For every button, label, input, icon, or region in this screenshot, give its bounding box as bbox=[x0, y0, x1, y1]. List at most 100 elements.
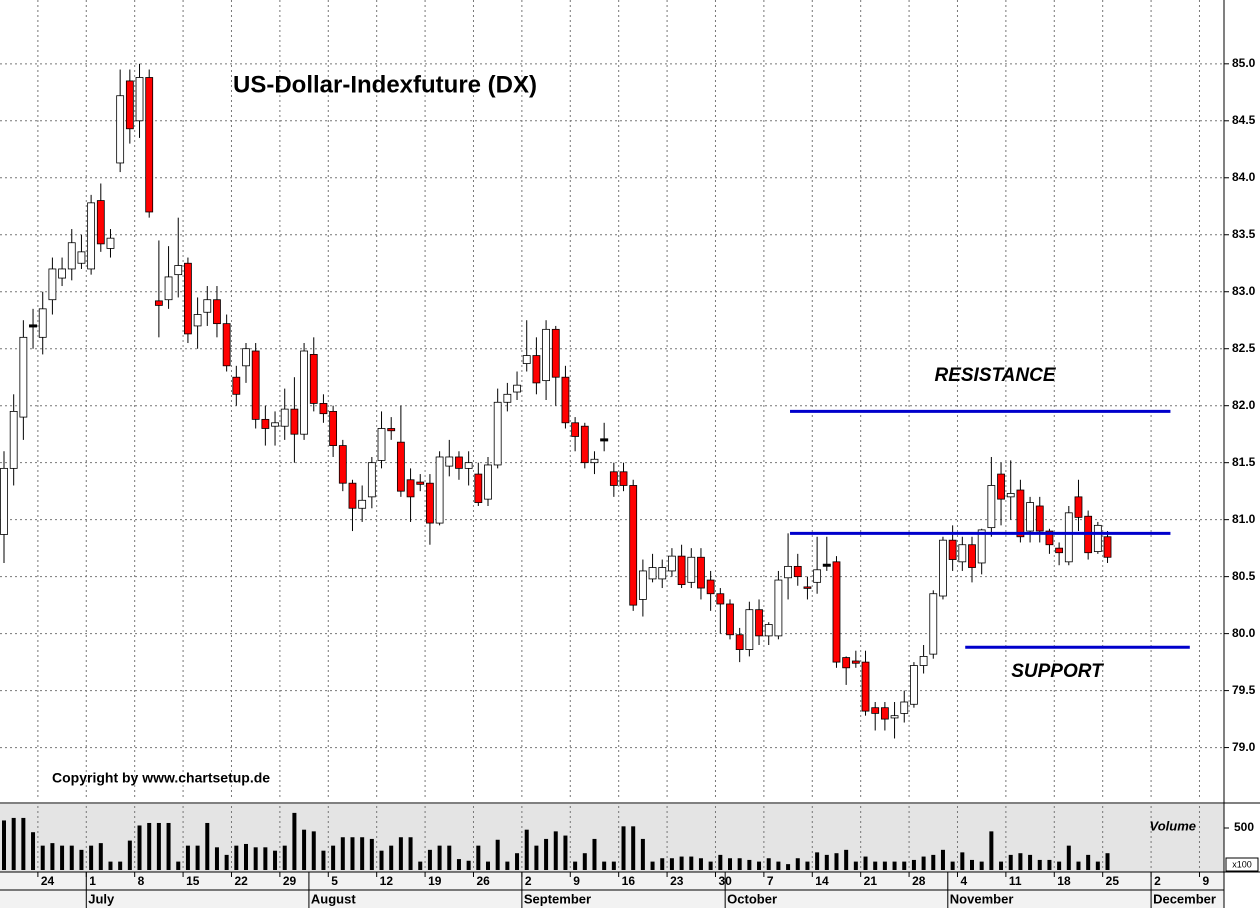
volume-bar bbox=[1028, 854, 1033, 870]
volume-bar bbox=[437, 845, 442, 870]
month-label: July bbox=[88, 891, 115, 906]
candle-body bbox=[164, 276, 173, 301]
candle-body bbox=[551, 328, 560, 378]
volume-bar bbox=[350, 837, 355, 870]
volume-bar bbox=[747, 859, 752, 870]
x-tick-label: 18 bbox=[1057, 874, 1071, 888]
volume-bar bbox=[960, 852, 965, 870]
volume-bar bbox=[553, 831, 558, 870]
volume-bar bbox=[331, 845, 336, 870]
candle-body bbox=[116, 95, 125, 164]
volume-bar bbox=[602, 861, 607, 870]
volume-bar bbox=[563, 835, 568, 870]
candle-body bbox=[445, 456, 454, 467]
candle-body bbox=[919, 656, 928, 666]
volume-bar bbox=[892, 861, 897, 870]
y-tick-label: 80.0 bbox=[1232, 626, 1256, 640]
candle-body bbox=[629, 485, 638, 606]
volume-bar bbox=[1086, 854, 1091, 870]
candle-body bbox=[426, 482, 434, 524]
candle-body bbox=[910, 665, 918, 705]
candle-body bbox=[793, 565, 802, 578]
candle-body bbox=[358, 499, 367, 509]
volume-bar bbox=[166, 822, 171, 870]
resistance-label: RESISTANCE bbox=[934, 365, 1056, 386]
volume-label: Volume bbox=[1150, 818, 1196, 833]
candle-body bbox=[106, 237, 115, 249]
volume-bar bbox=[476, 845, 481, 870]
x-tick-label: 14 bbox=[815, 874, 829, 888]
volume-bar bbox=[689, 856, 694, 870]
volume-bar bbox=[505, 861, 510, 870]
volume-bar bbox=[31, 832, 36, 870]
volume-bar bbox=[815, 852, 820, 870]
volume-bar bbox=[224, 854, 229, 870]
volume-bar bbox=[60, 845, 65, 870]
volume-bar bbox=[650, 861, 655, 870]
candle-body bbox=[638, 570, 647, 600]
volume-bar bbox=[360, 837, 365, 870]
candle-body bbox=[416, 481, 425, 485]
volume-bar bbox=[611, 861, 616, 870]
volume-bar bbox=[2, 820, 6, 870]
candle-body bbox=[213, 299, 221, 325]
candle-body bbox=[280, 408, 289, 427]
y-tick-label: 83.5 bbox=[1232, 227, 1256, 241]
month-label: December bbox=[1153, 891, 1216, 906]
candle-body bbox=[997, 473, 1005, 500]
x-tick-label: 8 bbox=[138, 874, 145, 888]
candle-body bbox=[300, 350, 308, 435]
candle-body bbox=[939, 539, 947, 597]
candle-body bbox=[871, 707, 880, 714]
candle-body bbox=[890, 715, 899, 719]
candle-body bbox=[348, 482, 357, 509]
x-tick-label: 24 bbox=[41, 874, 55, 888]
volume-bar bbox=[824, 854, 829, 870]
candle-body bbox=[271, 422, 279, 427]
y-tick-label: 82.5 bbox=[1232, 341, 1256, 355]
candle-body bbox=[387, 428, 396, 432]
volume-bar bbox=[108, 861, 113, 870]
volume-bar bbox=[728, 858, 732, 870]
candle-body bbox=[977, 529, 986, 564]
candle-body bbox=[735, 634, 744, 650]
month-label: October bbox=[727, 891, 777, 906]
candle-body bbox=[668, 555, 676, 572]
candle-body bbox=[396, 441, 405, 492]
volume-bar bbox=[979, 861, 984, 870]
volume-bar bbox=[292, 812, 297, 870]
copyright: Copyright by www.chartsetup.de bbox=[52, 770, 270, 786]
volume-bar bbox=[776, 861, 781, 870]
volume-bar bbox=[834, 853, 839, 870]
candle-body bbox=[522, 355, 531, 364]
candle-body bbox=[687, 556, 696, 583]
volume-bar bbox=[970, 859, 974, 870]
volume-bar bbox=[1047, 859, 1052, 870]
volume-bar bbox=[544, 838, 549, 870]
candle-body bbox=[1035, 505, 1044, 532]
candle-body bbox=[1045, 530, 1054, 546]
volume-bar bbox=[534, 845, 539, 870]
volume-bar bbox=[98, 843, 103, 870]
candle-body bbox=[367, 462, 376, 498]
candle-body bbox=[48, 268, 57, 301]
x-tick-label: 21 bbox=[864, 874, 878, 888]
x-tick-label: 29 bbox=[283, 874, 297, 888]
candle-body bbox=[67, 242, 76, 270]
y-tick-label: 84.0 bbox=[1232, 170, 1256, 184]
candle-body bbox=[493, 401, 502, 466]
candle-body bbox=[222, 323, 231, 367]
candle-body bbox=[764, 624, 773, 637]
month-label: September bbox=[524, 891, 591, 906]
candle-body bbox=[435, 456, 444, 524]
volume-bar bbox=[302, 829, 307, 870]
candle-body bbox=[96, 200, 105, 245]
candle-body bbox=[726, 603, 734, 636]
candle-body bbox=[580, 425, 589, 464]
volume-bar bbox=[989, 831, 994, 870]
candle-body bbox=[19, 336, 28, 418]
candle-body bbox=[619, 471, 628, 486]
candle-body bbox=[832, 561, 841, 663]
volume-bar bbox=[737, 858, 742, 870]
